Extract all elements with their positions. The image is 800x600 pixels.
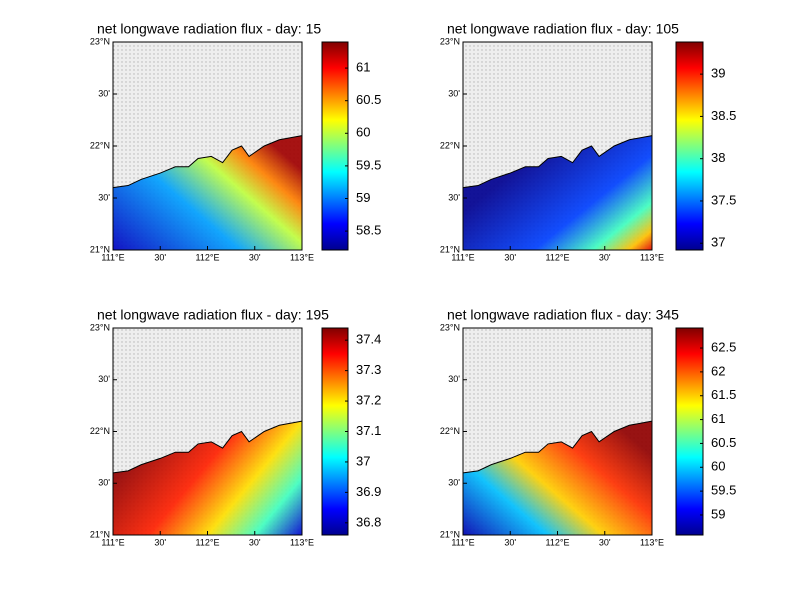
colorbar-tick-label: 37.1 [356,423,381,438]
x-tick-label: 111°E [451,252,474,262]
colorbar-tick-label: 60 [356,125,370,140]
colorbar-tick-label: 61 [356,60,370,75]
colorbar [321,327,349,536]
y-tick-label: 30' [448,478,460,488]
y-tick-label: 23°N [90,322,110,332]
colorbar-tick-label: 61.5 [711,387,736,402]
coastline [462,135,653,189]
sea-field [113,135,302,250]
x-tick-label: 111°E [101,537,124,547]
colorbar-tick-label: 60 [711,459,725,474]
y-tick-label: 30' [448,374,460,384]
x-tick-label: 113°E [290,537,314,547]
colorbar-tick-label: 36.9 [356,484,381,499]
colorbar-tick-label: 59.5 [711,483,736,498]
y-tick-label: 22°N [90,426,110,436]
colorbar-tick-label: 59 [711,506,725,521]
colorbar-tick-label: 36.8 [356,514,381,529]
colorbar-tick-label: 37.3 [356,362,381,377]
y-tick-label: 21°N [90,244,110,254]
y-tick-label: 30' [98,192,110,202]
y-tick-label: 30' [98,478,110,488]
x-tick-label: 113°E [290,252,314,262]
x-tick-label: 30' [504,537,516,547]
colorbar [675,41,704,251]
colorbar-tick-label: 58.5 [356,223,381,238]
colorbar-tick-label: 39 [711,66,725,81]
colorbar-tick-label: 37.2 [356,392,381,407]
x-tick-label: 30' [504,252,516,262]
y-tick-label: 22°N [440,426,460,436]
x-tick-label: 30' [599,537,611,547]
colorbar-tick-label: 38.5 [711,108,736,123]
colorbar-tick-label: 37.4 [356,332,381,347]
x-tick-label: 30' [249,537,261,547]
y-tick-label: 23°N [440,322,460,332]
y-tick-label: 23°N [90,36,110,46]
colorbar-tick-label: 59 [356,190,370,205]
x-tick-label: 111°E [451,537,474,547]
x-tick-label: 112°E [196,537,220,547]
colorbar-tick-label: 61 [711,411,725,426]
sea-field [463,135,652,250]
x-tick-label: 113°E [640,252,664,262]
panel-title: net longwave radiation flux - day: 345 [447,307,679,323]
x-tick-label: 111°E [101,252,124,262]
panel-title: net longwave radiation flux - day: 105 [447,21,679,37]
coastline [112,420,303,474]
x-tick-label: 30' [599,252,611,262]
y-tick-label: 21°N [440,244,460,254]
y-tick-label: 30' [98,374,110,384]
sea-field [463,421,652,535]
colorbar-tick-label: 62 [711,363,725,378]
colorbar-tick-label: 59.5 [356,157,381,172]
y-tick-label: 21°N [440,529,460,539]
panel-title: net longwave radiation flux - day: 15 [97,21,321,37]
sea-field [113,421,302,535]
colorbar-tick-label: 37.5 [711,192,736,207]
y-tick-label: 30' [448,192,460,202]
x-tick-label: 112°E [546,252,570,262]
y-tick-label: 30' [448,88,460,98]
y-tick-label: 22°N [440,140,460,150]
colorbar [675,327,704,536]
x-tick-label: 112°E [196,252,220,262]
y-tick-label: 23°N [440,36,460,46]
panel-title: net longwave radiation flux - day: 195 [97,307,329,323]
x-tick-label: 112°E [546,537,570,547]
colorbar-tick-label: 38 [711,150,725,165]
colorbar-tick-label: 60.5 [356,92,381,107]
colorbar-tick-label: 62.5 [711,339,736,354]
x-tick-label: 30' [154,537,166,547]
coastline [112,135,303,189]
y-tick-label: 22°N [90,140,110,150]
x-tick-label: 30' [249,252,261,262]
y-tick-label: 30' [98,88,110,98]
colorbar [321,41,349,251]
y-tick-label: 21°N [90,529,110,539]
x-tick-label: 113°E [640,537,664,547]
colorbar-tick-label: 37 [356,453,370,468]
colorbar-tick-label: 37 [711,235,725,250]
coastline [462,420,653,474]
x-tick-label: 30' [154,252,166,262]
colorbar-tick-label: 60.5 [711,435,736,450]
